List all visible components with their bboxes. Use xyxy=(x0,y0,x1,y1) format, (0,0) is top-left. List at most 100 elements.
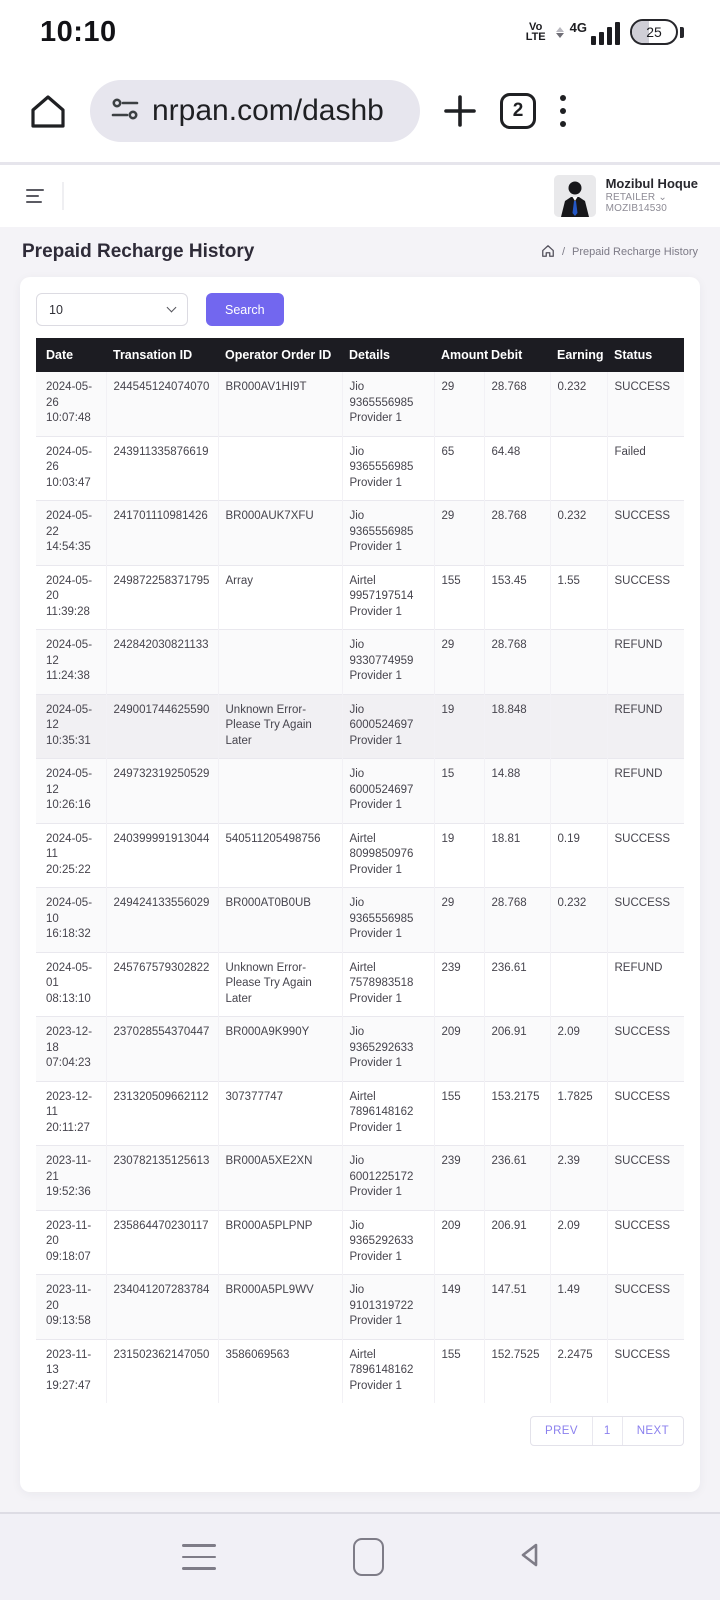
cell-operator-order-id: Array xyxy=(217,565,342,630)
table-row: 2024-05-20 11:39:28 249872258371795 Arra… xyxy=(36,565,684,630)
cell-date: 2024-05-20 11:39:28 xyxy=(46,574,93,618)
site-settings-icon[interactable] xyxy=(110,94,140,129)
table-row: 2023-12-11 20:11:27 231320509662112 3073… xyxy=(36,1081,684,1146)
table-row: 2024-05-10 16:18:32 249424133556029 BR00… xyxy=(36,887,684,952)
cell-details: Airtel 9957197514 Provider 1 xyxy=(341,565,434,630)
cell-transaction-id: 245767579302822 xyxy=(105,952,218,1017)
cell-amount: 29 xyxy=(433,629,484,694)
cell-date: 2023-11-21 19:52:36 xyxy=(46,1155,92,1198)
cell-date: 2023-12-11 20:11:27 xyxy=(46,1090,93,1134)
chevron-down-icon: ⌄ xyxy=(658,191,667,203)
table-row: 2024-05-12 10:35:31 249001744625590 Unkn… xyxy=(36,694,684,759)
page-title: Prepaid Recharge History xyxy=(22,241,255,262)
cell-earning: 2.09 xyxy=(549,1016,607,1081)
cell-operator-order-id: BR000A5XE2XN xyxy=(217,1145,342,1210)
cell-earning: 0.19 xyxy=(549,823,607,888)
cell-earning: 2.09 xyxy=(549,1210,607,1275)
cell-details: Jio 6000524697 Provider 1 xyxy=(341,758,434,823)
cell-transaction-id: 249872258371795 xyxy=(105,565,218,630)
cell-transaction-id: 231502362147050 xyxy=(105,1339,218,1403)
pagination-page-1[interactable]: 1 xyxy=(591,1417,622,1445)
table-header-cell: Status xyxy=(607,338,684,372)
recharge-history-card: 10 Search Date Transation ID Operator Orde… xyxy=(20,277,700,1492)
cell-debit: 206.91 xyxy=(483,1016,550,1081)
table-row: 2024-05-01 08:13:10 245767579302822 Unkn… xyxy=(36,952,684,1017)
table-row: 2023-11-20 09:13:58 234041207283784 BR00… xyxy=(36,1274,684,1339)
cell-status: SUCCESS xyxy=(606,1210,684,1275)
cell-earning: 2.2475 xyxy=(549,1339,607,1403)
table-body: 2024-05-26 10:07:48 244545124074070 BR00… xyxy=(36,372,684,1403)
cell-debit: 236.61 xyxy=(483,952,550,1017)
network-type-label: 4G xyxy=(569,19,587,35)
cell-details: Airtel 7578983518 Provider 1 xyxy=(341,952,434,1017)
cell-amount: 29 xyxy=(433,372,484,436)
cell-status: SUCCESS xyxy=(606,887,684,952)
cell-amount: 209 xyxy=(433,1016,484,1081)
page-size-select[interactable]: 10 xyxy=(36,293,188,326)
cell-debit: 152.7525 xyxy=(483,1339,550,1403)
table-row: 2023-12-18 07:04:23 237028554370447 BR00… xyxy=(36,1016,684,1081)
cell-details: Jio 9101319722 Provider 1 xyxy=(341,1274,434,1339)
new-tab-icon[interactable] xyxy=(440,91,480,131)
cell-status: SUCCESS xyxy=(606,1145,684,1210)
sidebar-toggle-icon[interactable] xyxy=(22,185,48,208)
cell-operator-order-id: BR000A9K990Y xyxy=(217,1016,342,1081)
cell-status: REFUND xyxy=(606,758,684,823)
table-row: 2024-05-12 10:26:16 249732319250529 Jio … xyxy=(36,758,684,823)
cell-amount: 29 xyxy=(433,887,484,952)
cell-earning: 0.232 xyxy=(549,372,607,436)
cell-amount: 209 xyxy=(433,1210,484,1275)
cell-status: SUCCESS xyxy=(606,372,684,436)
table-row: 2024-05-26 10:07:48 244545124074070 BR00… xyxy=(36,372,684,436)
cell-details: Jio 9365292633 Provider 1 xyxy=(341,1016,434,1081)
cell-earning: 0.232 xyxy=(549,887,607,952)
table-header-cell: Transation ID xyxy=(106,338,218,372)
pagination-prev[interactable]: PREV xyxy=(545,1425,578,1437)
table-row: 2023-11-13 19:27:47 231502362147050 3586… xyxy=(36,1339,684,1403)
user-role[interactable]: RETAILER ⌄ xyxy=(605,191,667,203)
cell-details: Jio 9365556985 Provider 1 xyxy=(341,372,434,436)
battery-level: 25 xyxy=(646,24,662,40)
nav-back-icon[interactable] xyxy=(515,1540,545,1575)
cell-details: Airtel 8099850976 Provider 1 xyxy=(341,823,434,888)
browser-menu-icon[interactable] xyxy=(556,91,570,131)
cell-operator-order-id xyxy=(217,629,342,694)
cell-status: REFUND xyxy=(606,629,684,694)
home-icon[interactable] xyxy=(26,89,70,133)
table-header-cell: Debit xyxy=(484,338,550,372)
nav-recents-icon[interactable] xyxy=(176,1538,222,1576)
table-header-cell: Earning xyxy=(550,338,607,372)
cell-status: REFUND xyxy=(606,952,684,1017)
cell-details: Jio 6000524697 Provider 1 xyxy=(341,694,434,759)
cell-date: 2023-11-13 19:27:47 xyxy=(46,1348,92,1392)
url-text[interactable]: nrpan.com/dashb xyxy=(152,94,384,127)
cell-earning: 1.7825 xyxy=(549,1081,607,1146)
nav-home-icon[interactable] xyxy=(352,1538,384,1576)
cell-status: SUCCESS xyxy=(606,1081,684,1146)
cell-details: Jio 6001225172 Provider 1 xyxy=(341,1145,434,1210)
cell-operator-order-id: 540511205498756 xyxy=(217,823,342,888)
breadcrumb-home-icon[interactable] xyxy=(541,244,555,261)
cell-details: Jio 9365556985 Provider 1 xyxy=(341,436,434,501)
cell-operator-order-id: BR000AUK7XFU xyxy=(217,500,342,565)
cell-amount: 65 xyxy=(433,436,484,501)
cell-date: 2024-05-12 10:35:31 xyxy=(46,703,93,747)
cell-transaction-id: 244545124074070 xyxy=(105,372,218,436)
pagination: PREV 1 NEXT xyxy=(530,1416,684,1446)
divider xyxy=(0,162,720,165)
breadcrumb-current: Prepaid Recharge History xyxy=(572,246,698,258)
cell-operator-order-id: BR000AT0B0UB xyxy=(217,887,342,952)
cell-earning: 1.55 xyxy=(549,565,607,630)
search-button[interactable]: Search xyxy=(206,293,284,326)
url-bar[interactable]: nrpan.com/dashb xyxy=(90,80,420,142)
user-menu[interactable]: Mozibul Hoque RETAILER ⌄ MOZIB14530 xyxy=(553,175,698,217)
cell-transaction-id: 230782135125613 xyxy=(105,1145,218,1210)
table-header-cell: Operator Order ID xyxy=(218,338,342,372)
cell-date: 2024-05-22 14:54:35 xyxy=(46,510,93,553)
cell-transaction-id: 231320509662112 xyxy=(105,1081,218,1146)
pagination-next[interactable]: NEXT xyxy=(621,1417,683,1445)
data-activity-icon xyxy=(555,26,564,38)
tab-switcher-button[interactable]: 2 xyxy=(500,93,536,129)
avatar[interactable] xyxy=(553,175,596,217)
cell-earning xyxy=(549,694,607,759)
